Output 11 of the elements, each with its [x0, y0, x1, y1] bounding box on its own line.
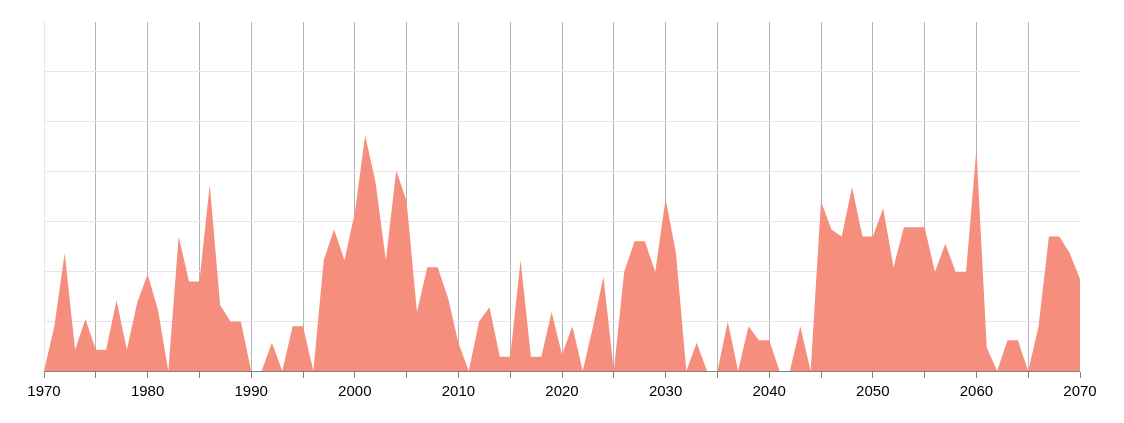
x-tick-label: 2060 [959, 382, 994, 399]
x-tick-label: 2030 [648, 382, 683, 399]
x-tick-label: 2050 [856, 382, 890, 399]
x-tick-label: 1970 [27, 382, 61, 399]
x-tick-label: 2070 [1063, 382, 1097, 399]
x-tick-label: 2020 [545, 382, 579, 399]
x-tick-label: 2010 [441, 382, 476, 399]
x-tick-label: 1990 [234, 382, 268, 399]
x-tick-label: 2000 [338, 382, 372, 399]
x-tick-label: 1980 [130, 382, 165, 399]
x-tick-label: 2040 [752, 382, 786, 399]
